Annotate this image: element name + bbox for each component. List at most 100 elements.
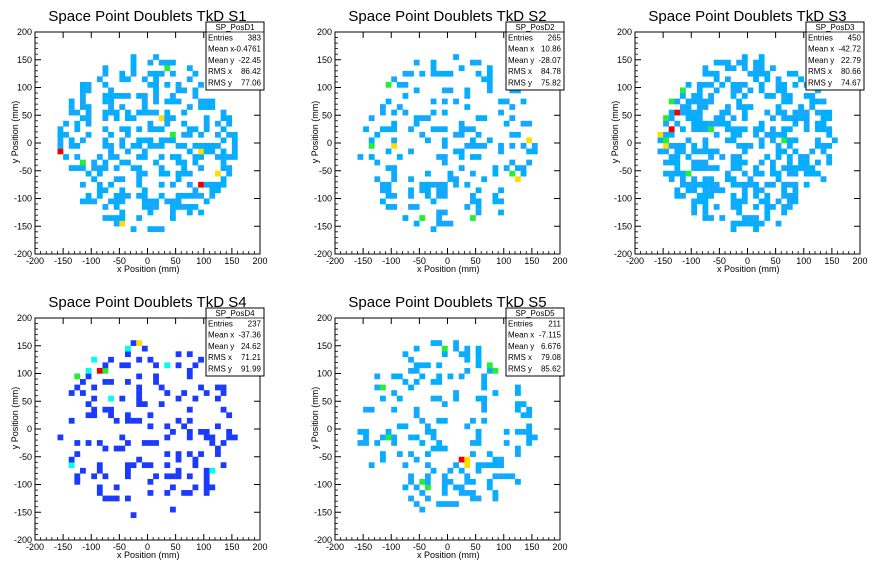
bin-cell-base (153, 373, 159, 380)
bin-cell-base (764, 93, 771, 99)
bin-cell-base (820, 126, 827, 133)
bin-cell-base (441, 401, 448, 407)
bin-cell-base (186, 417, 193, 424)
stats-value: 450 (848, 34, 862, 43)
bin-cell-base (798, 115, 804, 121)
bin-cell-base (181, 87, 188, 94)
bin-cell-base (730, 154, 737, 160)
bin-cell-base (430, 181, 437, 188)
bin-cell-base (736, 181, 743, 188)
bin-cell-base (498, 109, 504, 116)
bin-cell-base (470, 59, 476, 66)
x-tick-label: 50 (171, 256, 181, 266)
bin-cell-base (475, 115, 482, 121)
bin-cell-base (470, 451, 476, 457)
bin-cell-base (130, 340, 137, 346)
bin-cell-base (492, 473, 499, 480)
bin-cell-base (696, 120, 703, 127)
bin-cell-base (153, 440, 159, 446)
bin-cell-base (815, 143, 821, 149)
bin-cell-base (470, 440, 476, 446)
bin-cell-base (203, 148, 210, 155)
bin-cell-base (413, 379, 420, 385)
bin-cell-base (368, 137, 375, 144)
bin-cell-base (663, 148, 669, 155)
bin-cell-base (498, 198, 504, 205)
bin-cell-base (486, 87, 493, 94)
bin-cell-base (702, 165, 709, 171)
bin-cell-green (685, 170, 692, 177)
bin-cell-base (486, 462, 493, 469)
bin-cell-base (220, 390, 227, 396)
bin-cell-base (725, 126, 731, 133)
bin-cell-base (130, 143, 137, 149)
bin-cell-base (725, 104, 731, 110)
x-tick-label: -150 (54, 542, 72, 552)
bin-cell-base (691, 120, 698, 127)
y-tick-label: 50 (22, 110, 32, 120)
bin-cell-base (175, 87, 182, 94)
y-tick-label: 0 (327, 138, 332, 148)
bin-cell-base (203, 390, 210, 396)
bin-cell-base (663, 170, 669, 177)
bin-cell-base (402, 215, 409, 221)
bin-cell-base (786, 93, 793, 99)
bin-cell-base (464, 104, 471, 110)
bin-cell-base (413, 484, 420, 491)
bin-cell-base (503, 98, 510, 105)
bin-cell-base (730, 93, 737, 99)
bin-cell-base (119, 176, 126, 183)
bin-cell-base (91, 395, 98, 402)
bin-cell-base (758, 143, 765, 149)
histogram-panel-2: Space Point Doublets TkD S2-200 -150 -100-… (310, 8, 568, 274)
bin-cell-base (85, 120, 92, 127)
bin-cell-base (96, 170, 103, 177)
bin-cell-base (125, 76, 131, 83)
bin-cell-base (803, 93, 810, 99)
bin-cell-base (186, 373, 193, 380)
bin-cell-base (80, 115, 86, 121)
bin-cell-red (198, 181, 204, 188)
panel-title: Space Point Doublets TkD S5 (348, 294, 546, 311)
bin-cell-base (509, 143, 516, 149)
bin-cell-base (125, 109, 131, 116)
bin-cell-base (363, 434, 369, 441)
bin-cell-base (770, 159, 776, 166)
stats-value: 86.42 (241, 67, 262, 76)
bin-cell-base (158, 226, 165, 232)
stats-label: RMS y (208, 78, 232, 87)
bin-cell-base (108, 148, 114, 155)
bin-cell-base (458, 131, 465, 138)
bin-cell-base (186, 126, 193, 133)
bin-cell-base (136, 192, 143, 199)
x-tick-label: 150 (524, 542, 539, 552)
histogram-panel-4: Space Point Doublets TkD S4-200 -150 -100-… (10, 294, 268, 560)
bin-cell-base (691, 198, 698, 205)
bin-cell-base (826, 159, 833, 166)
bin-cell-base (380, 104, 386, 110)
bin-cell-base (91, 406, 98, 413)
bin-cell-base (186, 181, 193, 188)
bin-cell-base (702, 143, 709, 149)
bin-cell-base (203, 143, 210, 149)
y-tick-label: 200 (317, 313, 332, 323)
bin-cell-base (458, 120, 465, 127)
bin-cell-base (486, 65, 493, 72)
bin-cell-base (402, 379, 409, 385)
bin-cell-base (425, 495, 431, 502)
bin-cell-base (147, 478, 154, 485)
bin-cell-base (447, 220, 454, 227)
bin-cell-base (170, 429, 176, 435)
stats-label: Entries (808, 34, 833, 43)
bin-cell-base (725, 137, 731, 144)
bin-cell-base (747, 104, 754, 110)
bin-cell-base (758, 65, 765, 72)
bin-cell-base (475, 351, 482, 358)
stats-box: SP_PosD5 Entries 211 Mean x -7.115 Mean y 6.67… (505, 307, 565, 377)
bin-cell-base (91, 412, 98, 419)
x-tick-label: -150 (54, 256, 72, 266)
bin-cell-base (419, 490, 426, 496)
stats-label: Mean y (508, 342, 534, 351)
bin-cell-base (198, 131, 204, 138)
bin-cell-base (781, 165, 788, 171)
